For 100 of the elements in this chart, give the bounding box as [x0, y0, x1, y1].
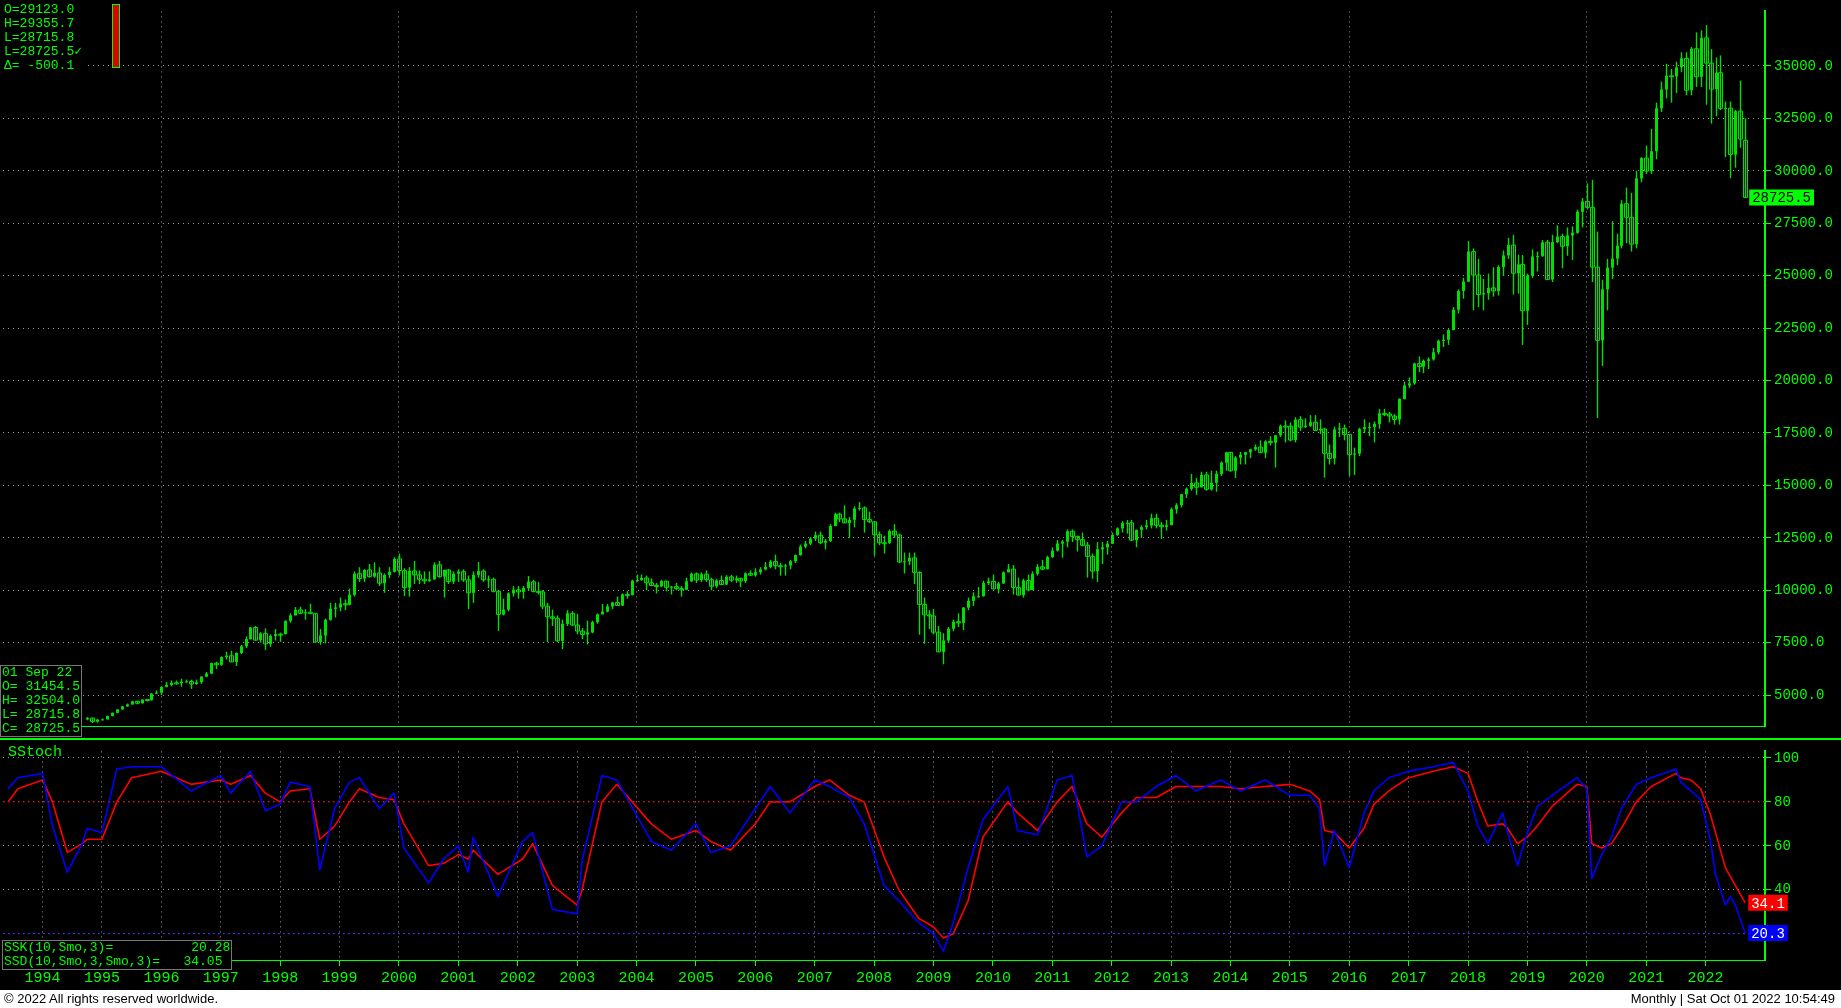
x-tick-label: 2022 — [1687, 969, 1724, 987]
candlestick — [1520, 254, 1525, 346]
x-tick-label: 2010 — [974, 969, 1011, 987]
annotation: L= 28715.8 — [2, 707, 81, 722]
candlestick — [1244, 451, 1247, 466]
x-tick-label: 2006 — [737, 969, 774, 987]
x-tick-label: 2018 — [1450, 969, 1487, 987]
y-tick-label: 12500.0 — [1774, 529, 1833, 546]
x-tick-label: 2021 — [1628, 969, 1665, 987]
candlestick — [853, 505, 856, 529]
x-tick-label: 1999 — [321, 969, 358, 987]
candlestick — [809, 536, 812, 546]
candlestick — [1116, 526, 1119, 537]
candlestick — [507, 591, 510, 612]
candlestick — [245, 635, 248, 649]
candlestick — [1002, 570, 1005, 585]
candlestick — [1728, 100, 1733, 179]
candlestick — [1491, 266, 1496, 298]
annotation: H=29355.7 — [4, 16, 76, 31]
candlestick — [1220, 460, 1223, 477]
y-tick-label: 30000.0 — [1774, 162, 1833, 179]
candlestick — [1457, 288, 1460, 315]
annotation: SSD(10,Smo,3,Smo,3)= 34.05 — [4, 954, 224, 969]
x-tick-label: 2015 — [1271, 969, 1308, 987]
y-tick-label: 40 — [1774, 881, 1791, 898]
y-tick-label: 27500.0 — [1774, 214, 1833, 231]
data-label: 20.3 — [1751, 925, 1785, 942]
y-tick-label: 7500.0 — [1774, 634, 1825, 651]
candlestick — [334, 602, 337, 619]
candlestick — [1111, 531, 1114, 545]
candlestick — [1363, 418, 1366, 434]
y-tick-label: 20000.0 — [1774, 372, 1833, 389]
candlestick — [1145, 519, 1148, 531]
x-tick-label: 2019 — [1509, 969, 1546, 987]
candlestick — [794, 553, 797, 564]
x-tick-label: 2020 — [1568, 969, 1605, 987]
candlestick — [1531, 248, 1534, 279]
candlestick — [1403, 380, 1406, 401]
y-tick-label: 22500.0 — [1774, 319, 1833, 336]
candlestick — [1215, 470, 1218, 493]
candlestick — [263, 627, 268, 651]
annotation: L=28725.5✓ — [4, 44, 83, 59]
y-tick-label: 60 — [1774, 837, 1791, 854]
candlestick — [1576, 208, 1579, 235]
candlestick — [111, 711, 114, 718]
candlestick — [388, 566, 391, 579]
y-tick-label: 15000.0 — [1774, 477, 1833, 494]
candlestick — [947, 626, 950, 644]
candlestick — [1545, 239, 1550, 281]
candlestick — [377, 566, 382, 587]
candlestick — [1051, 546, 1054, 559]
x-tick-label: 2007 — [796, 969, 833, 987]
x-tick-label: 1998 — [262, 969, 299, 987]
x-tick-label: 2012 — [1093, 969, 1130, 987]
annotation: O= 31454.5 — [2, 679, 81, 694]
candlestick — [1228, 451, 1233, 473]
candlestick — [324, 617, 327, 645]
candlestick — [165, 681, 168, 689]
annotation: 01 Sep 22 — [2, 665, 74, 680]
candlestick — [160, 686, 163, 696]
y-tick-label: 5000.0 — [1774, 686, 1825, 703]
x-tick-label: 2009 — [915, 969, 952, 987]
candlestick — [596, 612, 599, 625]
x-tick-label: 2011 — [1034, 969, 1071, 987]
x-tick-label: 2013 — [1153, 969, 1190, 987]
candlestick — [1432, 347, 1435, 362]
x-tick-label: 2005 — [677, 969, 714, 987]
x-tick-label: 2001 — [440, 969, 477, 987]
x-tick-label: 2003 — [559, 969, 596, 987]
candlestick — [1502, 249, 1505, 277]
x-tick-label: 2004 — [618, 969, 655, 987]
candlestick — [972, 591, 975, 607]
candlestick — [1694, 31, 1699, 88]
candlestick — [1462, 277, 1465, 300]
y-tick-label: 32500.0 — [1774, 110, 1833, 127]
candlestick — [1358, 427, 1361, 457]
candlestick — [1427, 356, 1430, 370]
candlestick — [1170, 506, 1173, 526]
candlestick — [1536, 250, 1539, 273]
candlestick — [1180, 493, 1183, 509]
annotation: Δ= -500.1 — [4, 58, 76, 73]
candlestick — [1129, 519, 1134, 542]
candlestick — [1560, 233, 1565, 270]
candlestick — [967, 596, 970, 611]
x-tick-label: 1995 — [83, 969, 120, 987]
chart-title: SStoch — [8, 744, 63, 761]
x-tick-label: 1994 — [24, 969, 61, 987]
text: Monthly | Sat Oct 01 2022 10:54:49 — [1630, 990, 1835, 1008]
y-tick-label: 17500.0 — [1774, 424, 1833, 441]
x-tick-label: 2000 — [380, 969, 417, 987]
x-tick-label: 1997 — [202, 969, 239, 987]
candlestick — [1655, 101, 1658, 160]
candlestick — [1644, 144, 1649, 175]
candlestick — [1511, 234, 1516, 296]
x-tick-label: 2008 — [856, 969, 893, 987]
candlestick — [1684, 51, 1689, 96]
y-tick-label: 25000.0 — [1774, 267, 1833, 284]
candlestick — [1606, 258, 1609, 311]
candlestick — [1061, 539, 1064, 559]
x-tick-label: 2017 — [1390, 969, 1427, 987]
